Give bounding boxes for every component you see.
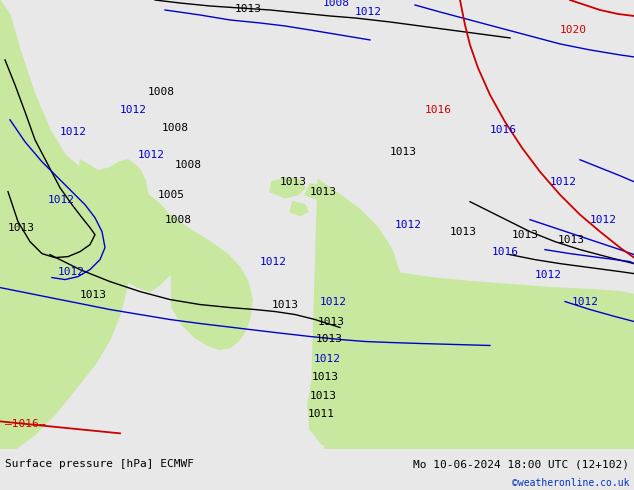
Text: 1008: 1008	[148, 87, 175, 97]
Text: 1013: 1013	[310, 187, 337, 196]
Text: 1013: 1013	[310, 392, 337, 401]
Text: 1008: 1008	[162, 123, 189, 133]
Text: Surface pressure [hPa] ECMWF: Surface pressure [hPa] ECMWF	[5, 460, 194, 469]
Text: 1008: 1008	[165, 215, 192, 225]
Text: 1012: 1012	[395, 220, 422, 230]
Text: Mo 10-06-2024 18:00 UTC (12+102): Mo 10-06-2024 18:00 UTC (12+102)	[413, 460, 629, 469]
Text: 1013: 1013	[512, 230, 539, 240]
Text: 1016: 1016	[492, 246, 519, 257]
Polygon shape	[305, 184, 325, 200]
Text: 1012: 1012	[58, 267, 85, 276]
Text: 1016: 1016	[490, 125, 517, 135]
Text: 1013: 1013	[280, 177, 307, 187]
Polygon shape	[170, 215, 252, 349]
Text: 1012: 1012	[320, 296, 347, 307]
Text: 1013: 1013	[235, 4, 262, 14]
Polygon shape	[320, 255, 634, 449]
Text: 1008: 1008	[323, 0, 350, 8]
Text: 1013: 1013	[316, 335, 343, 344]
Text: 1012: 1012	[590, 215, 617, 225]
Text: 1016: 1016	[425, 105, 452, 115]
Text: —1016—: —1016—	[5, 419, 46, 429]
Polygon shape	[308, 180, 408, 449]
Polygon shape	[270, 178, 305, 197]
Text: 1013: 1013	[318, 317, 345, 326]
Text: 1012: 1012	[48, 195, 75, 205]
Polygon shape	[338, 212, 352, 222]
Text: 1013: 1013	[80, 290, 107, 299]
Text: 1012: 1012	[260, 257, 287, 267]
Polygon shape	[80, 160, 180, 292]
Text: 1012: 1012	[550, 177, 577, 187]
Text: 1012: 1012	[535, 270, 562, 280]
Text: 1013: 1013	[390, 147, 417, 157]
Text: 1011: 1011	[308, 409, 335, 419]
Text: 1012: 1012	[572, 296, 599, 307]
Text: 1020: 1020	[560, 25, 587, 35]
Polygon shape	[355, 218, 367, 228]
Text: 1005: 1005	[158, 190, 185, 200]
Text: 1013: 1013	[272, 299, 299, 310]
Text: 1008: 1008	[175, 160, 202, 170]
Polygon shape	[290, 202, 308, 216]
Text: 1012: 1012	[314, 354, 341, 365]
Text: 1012: 1012	[60, 127, 87, 137]
Text: 1012: 1012	[120, 105, 147, 115]
Text: 1012: 1012	[355, 7, 382, 17]
Text: 1013: 1013	[312, 372, 339, 382]
Text: 1013: 1013	[450, 227, 477, 237]
Text: 1013: 1013	[8, 222, 35, 233]
Text: ©weatheronline.co.uk: ©weatheronline.co.uk	[512, 478, 629, 488]
Text: 1013: 1013	[558, 235, 585, 245]
Polygon shape	[0, 0, 148, 449]
Text: 1012: 1012	[138, 150, 165, 160]
